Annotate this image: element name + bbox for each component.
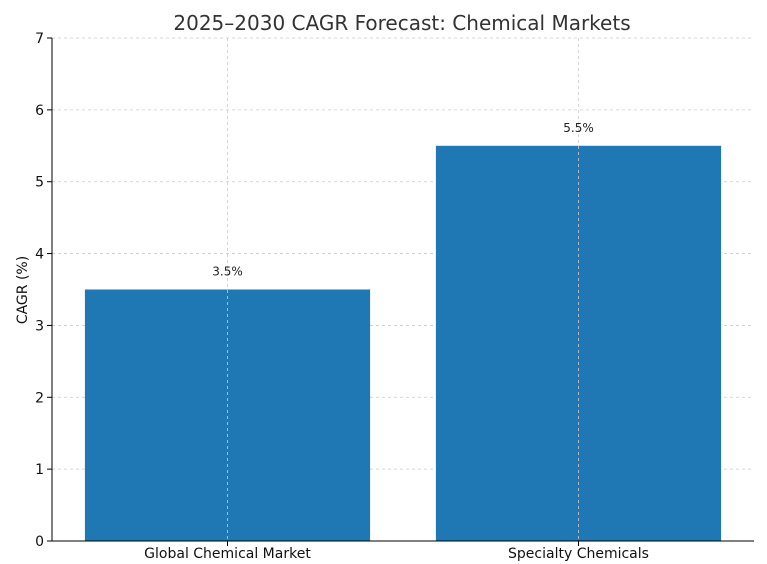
tick-labels: 0 1 2 3 4 5 6 7 Global Chemical Market Specialty … [35,31,649,562]
y-axis-label: CAGR (%) [15,256,31,324]
y-tick-label: 5 [35,175,44,191]
y-tick-label: 0 [35,534,44,550]
bar-2 [435,145,722,542]
y-tick-label: 4 [35,247,44,263]
x-tick-label: Specialty Chemicals [508,546,649,562]
data-label-1: 3.5% [212,265,243,279]
y-tick-label: 6 [35,103,44,119]
x-tick-label: Global Chemical Market [144,546,311,562]
y-tick-label: 3 [35,318,44,334]
y-tick-label: 7 [35,31,44,47]
data-labels: 3.5% 5.5% [212,121,594,279]
y-tick-label: 1 [35,462,44,478]
bar-1 [84,289,371,541]
y-tick-label: 2 [35,390,44,406]
axes [47,37,754,546]
bars [84,145,722,542]
chart-title: 2025–2030 CAGR Forecast: Chemical Market… [173,11,630,35]
data-label-2: 5.5% [563,121,594,135]
